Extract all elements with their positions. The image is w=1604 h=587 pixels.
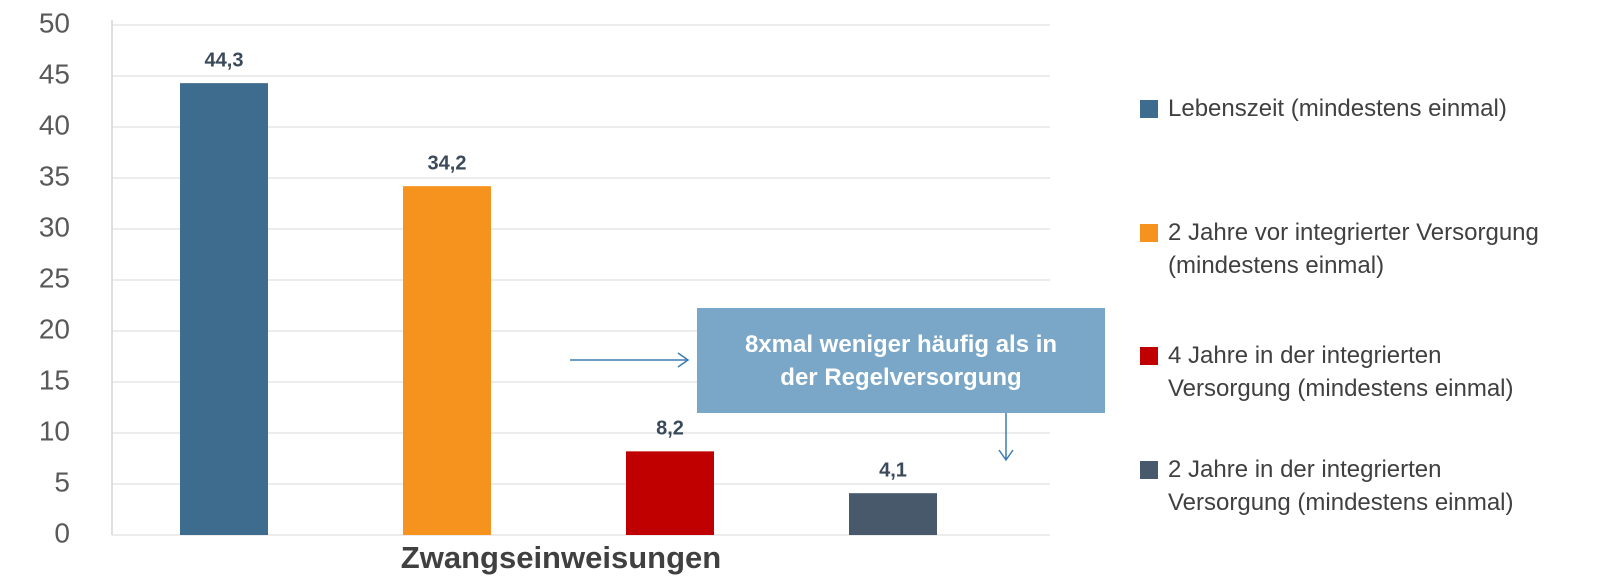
legend-item: 4 Jahre in der integrierten Versorgung (…: [1140, 339, 1580, 405]
y-tick-label: 5: [54, 466, 70, 497]
bar: [180, 83, 268, 535]
legend-label: 4 Jahre in der integrierten Versorgung (…: [1168, 342, 1514, 402]
annotation: 8xmal weniger häufig als in der Regelver…: [697, 308, 1105, 413]
x-tick-label: Zwangseinweisungen: [401, 540, 721, 575]
legend-swatch: [1140, 347, 1158, 365]
legend-swatch: [1140, 461, 1158, 479]
y-tick-label: 30: [39, 211, 70, 242]
legend-item: 2 Jahre vor integrierter Versorgung (min…: [1140, 216, 1580, 282]
legend-swatch: [1140, 224, 1158, 242]
legend-label: 2 Jahre in der integrierten Versorgung (…: [1168, 456, 1514, 516]
y-tick-label: 40: [39, 109, 70, 140]
y-tick-label: 35: [39, 160, 70, 191]
bar: [626, 451, 714, 535]
legend-label: Lebenszeit (mindestens einmal): [1168, 95, 1507, 122]
legend-label: 2 Jahre vor integrierter Versorgung (min…: [1168, 219, 1539, 279]
legend-item: Lebenszeit (mindestens einmal): [1140, 92, 1580, 125]
arrow: [998, 413, 1014, 462]
value-label: 44,3: [205, 49, 244, 71]
y-tick-label: 0: [54, 517, 70, 548]
y-tick-label: 10: [39, 415, 70, 446]
y-tick-label: 45: [39, 58, 70, 89]
value-label: 34,2: [428, 152, 467, 174]
bar: [849, 493, 937, 535]
y-tick-label: 50: [39, 7, 70, 38]
value-label: 8,2: [656, 418, 684, 440]
legend-item: 2 Jahre in der integrierten Versorgung (…: [1140, 453, 1580, 519]
y-tick-label: 20: [39, 313, 70, 344]
bar: [403, 186, 491, 535]
y-tick-label: 15: [39, 364, 70, 395]
y-tick-label: 25: [39, 262, 70, 293]
legend-swatch: [1140, 100, 1158, 118]
value-label: 4,1: [879, 459, 907, 481]
arrow: [570, 352, 690, 368]
